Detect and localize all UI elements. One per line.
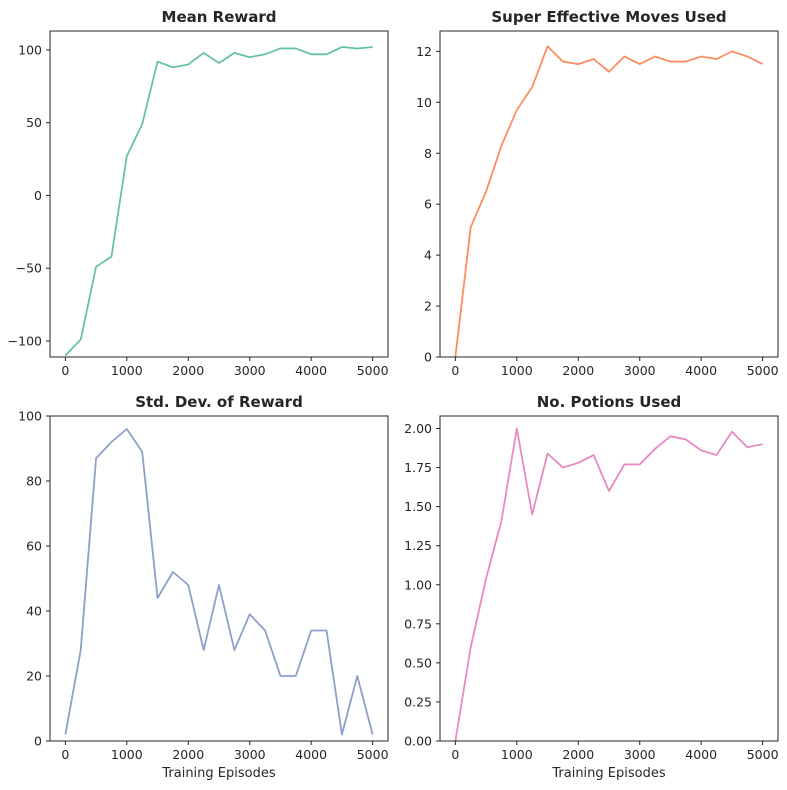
x-tick-label: 4000 [685, 363, 717, 378]
y-tick-label: 60 [26, 539, 42, 554]
x-tick-label: 3000 [234, 747, 266, 762]
y-tick-label: 8 [424, 146, 432, 161]
plot-frame [439, 415, 779, 742]
x-tick-label: 4000 [295, 363, 327, 378]
y-tick-label: 1.50 [404, 499, 432, 514]
series-line [454, 45, 764, 358]
x-tick-label: 0 [451, 363, 459, 378]
y-tick-label: 6 [424, 197, 432, 212]
x-tick-label: 2000 [562, 363, 594, 378]
x-tick-label: 3000 [234, 363, 266, 378]
x-tick-label: 2000 [172, 747, 204, 762]
y-tick-label: 0.75 [404, 616, 432, 631]
y-tick-label: 0 [424, 350, 432, 365]
series-line [454, 427, 763, 742]
y-tick-label: 20 [26, 669, 42, 684]
panel-2: 0 1000 2000 3000 4000 5000 0 2 4 6 8 10 12 Super Effe… [416, 8, 778, 378]
y-tick-label: 2.00 [404, 421, 432, 436]
y-tick-label: 100 [18, 409, 42, 424]
y-tick-label: 50 [26, 115, 42, 130]
panel-1: 0 1000 2000 3000 4000 5000 −100 −50 0 50 100 Mean R… [8, 8, 389, 378]
x-tick-label: 4000 [295, 747, 327, 762]
x-tick-label: 5000 [357, 747, 389, 762]
x-tick-label: 0 [61, 363, 69, 378]
y-tick-label: −100 [8, 333, 42, 348]
y-tick-label: 40 [26, 604, 42, 619]
y-tick-label: 0.00 [404, 734, 432, 749]
plot-frame [49, 415, 389, 742]
y-tick-label: 10 [416, 95, 432, 110]
y-tick-label: 0.25 [404, 694, 432, 709]
y-tick-label: 0 [34, 188, 42, 203]
plot-frame [49, 30, 389, 358]
y-tick-label: 80 [26, 474, 42, 489]
x-axis-label: Training Episodes [161, 766, 275, 781]
x-tick-label: 3000 [624, 747, 656, 762]
y-tick-label: 12 [416, 44, 432, 59]
y-tick-label: 100 [18, 42, 42, 57]
y-tick-label: 1.75 [404, 460, 432, 475]
x-tick-label: 0 [61, 747, 69, 762]
chart-title: Mean Reward [162, 8, 277, 26]
x-tick-label: 0 [451, 747, 459, 762]
chart-title: Std. Dev. of Reward [135, 393, 303, 411]
chart-title: Super Effective Moves Used [491, 8, 726, 26]
panel-3: 0 1000 2000 3000 4000 5000 0 20 40 60 80 100 Std. De… [18, 393, 388, 781]
x-tick-label: 1000 [111, 363, 143, 378]
y-tick-label: 1.25 [404, 538, 432, 553]
plot-frame [439, 30, 779, 358]
x-tick-label: 1000 [501, 747, 533, 762]
x-tick-label: 1000 [111, 747, 143, 762]
series-line [64, 46, 373, 357]
x-tick-label: 2000 [562, 747, 594, 762]
x-tick-label: 2000 [172, 363, 204, 378]
chart-title: No. Potions Used [537, 393, 682, 411]
y-tick-label: 0 [34, 734, 42, 749]
x-tick-label: 3000 [624, 363, 656, 378]
series-line [64, 428, 374, 736]
x-tick-label: 5000 [357, 363, 389, 378]
panel-4: 0 1000 2000 3000 4000 5000 0.00 0.25 0.50 0.75 1.0… [404, 393, 778, 781]
y-tick-label: 1.00 [404, 577, 432, 592]
y-tick-label: −50 [16, 261, 42, 276]
y-tick-label: 2 [424, 299, 432, 314]
x-tick-label: 4000 [685, 747, 717, 762]
y-tick-label: 0.50 [404, 655, 432, 670]
x-axis-label: Training Episodes [551, 766, 665, 781]
x-tick-label: 1000 [501, 363, 533, 378]
x-tick-label: 5000 [747, 363, 779, 378]
x-tick-label: 5000 [747, 747, 779, 762]
y-tick-label: 4 [424, 248, 432, 263]
